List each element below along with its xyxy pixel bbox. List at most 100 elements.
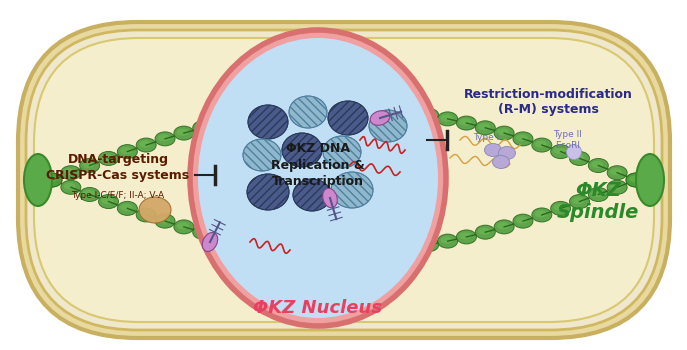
Text: ΦKZ
Spindle: ΦKZ Spindle	[556, 182, 639, 223]
Text: ΦKZ Nucleus: ΦKZ Nucleus	[254, 299, 383, 317]
Ellipse shape	[290, 106, 302, 113]
Ellipse shape	[61, 180, 81, 194]
Ellipse shape	[344, 101, 363, 115]
Ellipse shape	[475, 225, 495, 239]
Ellipse shape	[287, 243, 307, 257]
FancyBboxPatch shape	[26, 30, 662, 330]
FancyBboxPatch shape	[18, 22, 670, 338]
Ellipse shape	[80, 159, 100, 173]
Ellipse shape	[323, 188, 337, 208]
Ellipse shape	[513, 214, 533, 228]
Ellipse shape	[290, 245, 302, 252]
Ellipse shape	[328, 104, 339, 111]
Ellipse shape	[98, 152, 119, 166]
Ellipse shape	[610, 183, 622, 190]
Ellipse shape	[308, 247, 321, 254]
Ellipse shape	[362, 102, 382, 116]
Ellipse shape	[64, 168, 76, 175]
Ellipse shape	[534, 210, 547, 217]
Ellipse shape	[102, 154, 113, 161]
Text: Type II
EcoRI: Type II EcoRI	[554, 130, 583, 150]
Ellipse shape	[136, 208, 156, 222]
Ellipse shape	[365, 247, 377, 254]
Ellipse shape	[42, 173, 62, 187]
Ellipse shape	[400, 105, 420, 119]
Ellipse shape	[346, 247, 359, 254]
Text: Type I-C/E/F; II-A; V-A: Type I-C/E/F; II-A; V-A	[71, 190, 165, 199]
Ellipse shape	[158, 217, 170, 224]
Ellipse shape	[324, 245, 345, 259]
Ellipse shape	[331, 172, 373, 208]
Ellipse shape	[381, 103, 401, 117]
Ellipse shape	[607, 180, 627, 194]
Ellipse shape	[456, 116, 477, 130]
Ellipse shape	[629, 175, 641, 182]
Ellipse shape	[120, 147, 133, 154]
Ellipse shape	[551, 145, 571, 159]
Ellipse shape	[177, 128, 189, 135]
Ellipse shape	[626, 173, 646, 187]
Ellipse shape	[61, 166, 81, 180]
Ellipse shape	[460, 232, 471, 239]
Ellipse shape	[82, 190, 95, 197]
Ellipse shape	[289, 96, 327, 128]
Ellipse shape	[214, 232, 227, 239]
Ellipse shape	[174, 220, 194, 234]
Text: Type I: Type I	[473, 133, 499, 141]
Ellipse shape	[82, 161, 95, 168]
Ellipse shape	[344, 245, 363, 259]
Ellipse shape	[607, 166, 627, 180]
Ellipse shape	[588, 159, 608, 173]
Ellipse shape	[629, 175, 641, 182]
Ellipse shape	[193, 121, 213, 135]
Ellipse shape	[494, 220, 514, 234]
Ellipse shape	[610, 168, 622, 175]
Ellipse shape	[120, 204, 133, 211]
Ellipse shape	[422, 111, 433, 118]
Ellipse shape	[117, 201, 137, 215]
Ellipse shape	[370, 111, 390, 125]
Ellipse shape	[494, 126, 514, 140]
Ellipse shape	[438, 112, 458, 126]
Ellipse shape	[328, 247, 339, 254]
Ellipse shape	[438, 234, 458, 248]
Ellipse shape	[532, 208, 552, 222]
Ellipse shape	[570, 195, 589, 209]
Ellipse shape	[234, 114, 245, 121]
Ellipse shape	[497, 222, 509, 229]
Ellipse shape	[551, 201, 571, 215]
Ellipse shape	[230, 112, 250, 126]
Ellipse shape	[456, 230, 477, 244]
Ellipse shape	[249, 108, 269, 122]
Ellipse shape	[306, 102, 326, 116]
Ellipse shape	[440, 114, 453, 121]
Ellipse shape	[403, 108, 415, 115]
Ellipse shape	[626, 173, 646, 187]
Ellipse shape	[177, 222, 189, 229]
Ellipse shape	[64, 183, 76, 190]
Ellipse shape	[282, 133, 322, 167]
Text: ΦKZ DNA
Replication &
Transcription: ΦKZ DNA Replication & Transcription	[271, 141, 365, 189]
Ellipse shape	[196, 123, 207, 130]
Ellipse shape	[45, 175, 57, 182]
Ellipse shape	[230, 234, 250, 248]
Ellipse shape	[592, 161, 603, 168]
Ellipse shape	[198, 38, 438, 318]
Ellipse shape	[248, 105, 288, 139]
Ellipse shape	[460, 119, 471, 126]
Ellipse shape	[592, 190, 603, 197]
Ellipse shape	[155, 214, 175, 228]
Ellipse shape	[252, 240, 264, 247]
Ellipse shape	[268, 240, 288, 254]
Ellipse shape	[567, 145, 581, 160]
Ellipse shape	[193, 225, 213, 239]
Ellipse shape	[249, 238, 269, 252]
Ellipse shape	[323, 136, 361, 168]
Ellipse shape	[158, 134, 170, 141]
Ellipse shape	[440, 237, 453, 244]
Ellipse shape	[419, 108, 439, 122]
Ellipse shape	[202, 232, 218, 252]
Ellipse shape	[478, 123, 491, 130]
Ellipse shape	[80, 188, 100, 202]
Text: Restriction-modification
(R-M) systems: Restriction-modification (R-M) systems	[464, 88, 633, 117]
